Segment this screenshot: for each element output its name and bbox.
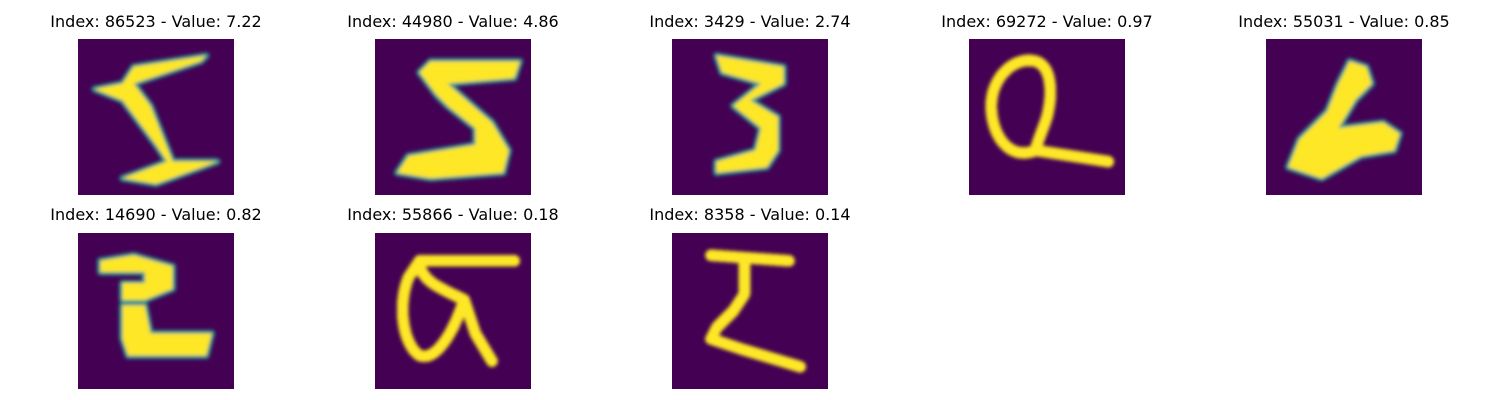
digit-image xyxy=(672,233,828,389)
digit-image xyxy=(375,233,531,389)
digit-image xyxy=(375,39,531,195)
panel-title: Index: 86523 - Value: 7.22 xyxy=(6,10,306,34)
panel-8: Index: 8358 - Value: 0.14 xyxy=(600,203,900,393)
panel-title: Index: 14690 - Value: 0.82 xyxy=(6,203,306,227)
panel-5: Index: 55031 - Value: 0.85 xyxy=(1194,10,1494,200)
panel-title: Index: 55866 - Value: 0.18 xyxy=(303,203,603,227)
digit-image xyxy=(969,39,1125,195)
panel-2: Index: 44980 - Value: 4.86 xyxy=(303,10,603,200)
panel-title: Index: 55031 - Value: 0.85 xyxy=(1194,10,1494,34)
panel-title: Index: 3429 - Value: 2.74 xyxy=(600,10,900,34)
panel-4: Index: 69272 - Value: 0.97 xyxy=(897,10,1197,200)
digit-image xyxy=(78,39,234,195)
panel-title: Index: 8358 - Value: 0.14 xyxy=(600,203,900,227)
panel-title: Index: 69272 - Value: 0.97 xyxy=(897,10,1197,34)
digit-image xyxy=(1266,39,1422,195)
panel-title: Index: 44980 - Value: 4.86 xyxy=(303,10,603,34)
digit-image xyxy=(78,233,234,389)
panel-1: Index: 86523 - Value: 7.22 xyxy=(6,10,306,200)
panel-3: Index: 3429 - Value: 2.74 xyxy=(600,10,900,200)
digit-image xyxy=(672,39,828,195)
panel-6: Index: 14690 - Value: 0.82 xyxy=(6,203,306,393)
panel-7: Index: 55866 - Value: 0.18 xyxy=(303,203,603,393)
